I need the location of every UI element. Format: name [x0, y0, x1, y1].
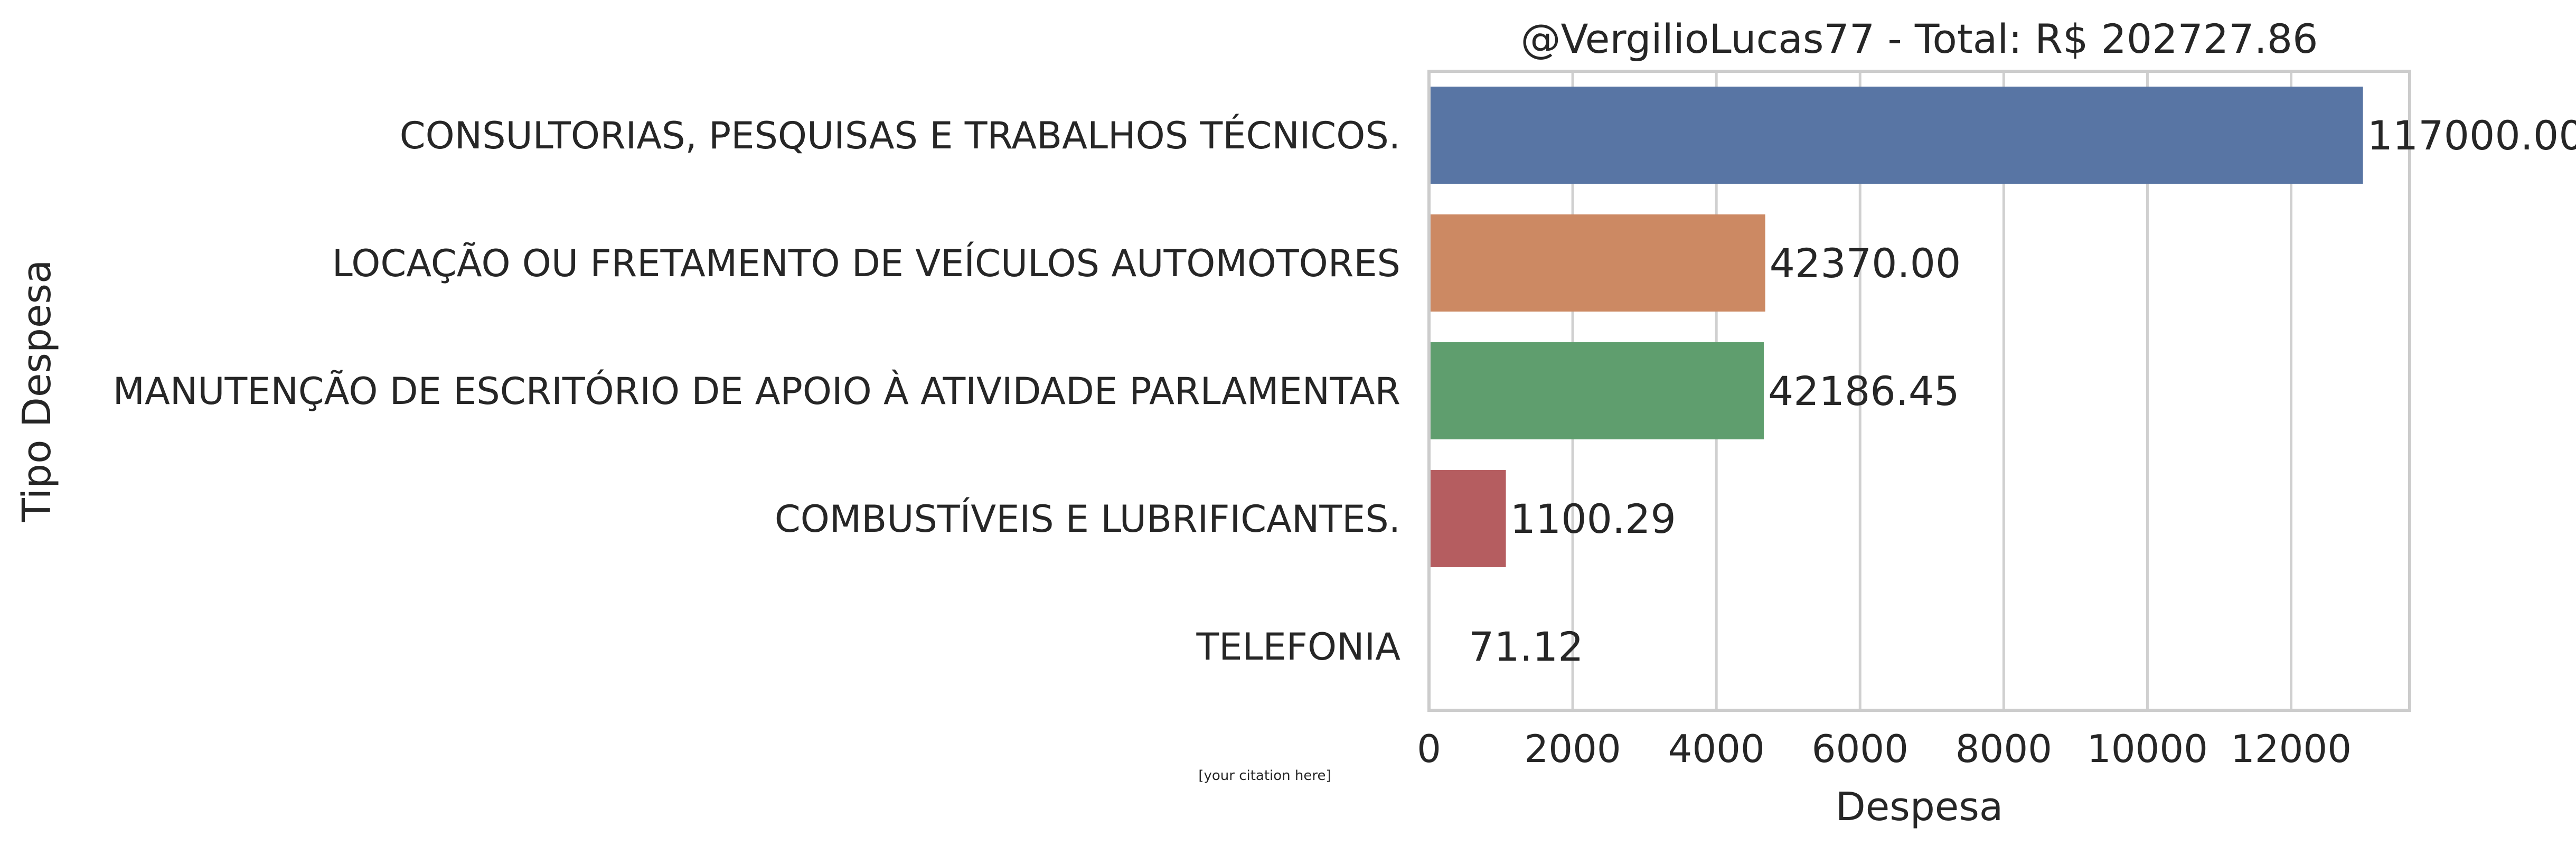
- y-tick-label: LOCAÇÃO OU FRETAMENTO DE VEÍCULOS AUTOMO…: [332, 242, 1400, 285]
- x-tick-label: 0: [1417, 727, 1441, 771]
- y-tick-label: MANUTENÇÃO DE ESCRITÓRIO DE APOIO À ATIV…: [113, 370, 1400, 413]
- data-labels: 117000.00 42370.00 42186.45 1100.29 71.12: [1469, 112, 2576, 670]
- x-tick-label: 6000: [1812, 727, 1909, 771]
- bar: [1429, 214, 1765, 312]
- x-tick-label: 8000: [1955, 727, 2052, 771]
- chart-title: @VergilioLucas77 - Total: R$ 202727.86: [1521, 15, 2318, 62]
- x-tick-labels: 0 2000 4000 6000 8000 10000 12000: [1417, 727, 2352, 771]
- x-axis-label: Despesa: [1836, 784, 2003, 830]
- data-label: 1100.29: [1510, 495, 1676, 542]
- data-label: 42370.00: [1770, 240, 1961, 287]
- y-axis-label: Tipo Despesa: [14, 260, 60, 523]
- citation-note: [your citation here]: [1198, 768, 1331, 784]
- y-tick-labels: CONSULTORIAS, PESQUISAS E TRABALHOS TÉCN…: [113, 114, 1401, 669]
- bar: [1429, 470, 1506, 567]
- x-tick-label: 12000: [2231, 727, 2352, 771]
- bar: [1429, 342, 1764, 439]
- data-label: 117000.00: [2367, 112, 2576, 159]
- y-tick-label: TELEFONIA: [1196, 625, 1401, 669]
- y-tick-label: CONSULTORIAS, PESQUISAS E TRABALHOS TÉCN…: [400, 114, 1400, 157]
- x-tick-label: 2000: [1524, 727, 1621, 771]
- bars: [1429, 87, 2363, 567]
- data-label: 71.12: [1469, 623, 1584, 670]
- bar: [1429, 87, 2363, 184]
- x-tick-label: 10000: [2087, 727, 2208, 771]
- plot-frame: [1427, 70, 2411, 712]
- x-tick-label: 4000: [1668, 727, 1765, 771]
- data-label: 42186.45: [1768, 368, 1960, 415]
- y-tick-label: COMBUSTÍVEIS E LUBRIFICANTES.: [775, 497, 1400, 541]
